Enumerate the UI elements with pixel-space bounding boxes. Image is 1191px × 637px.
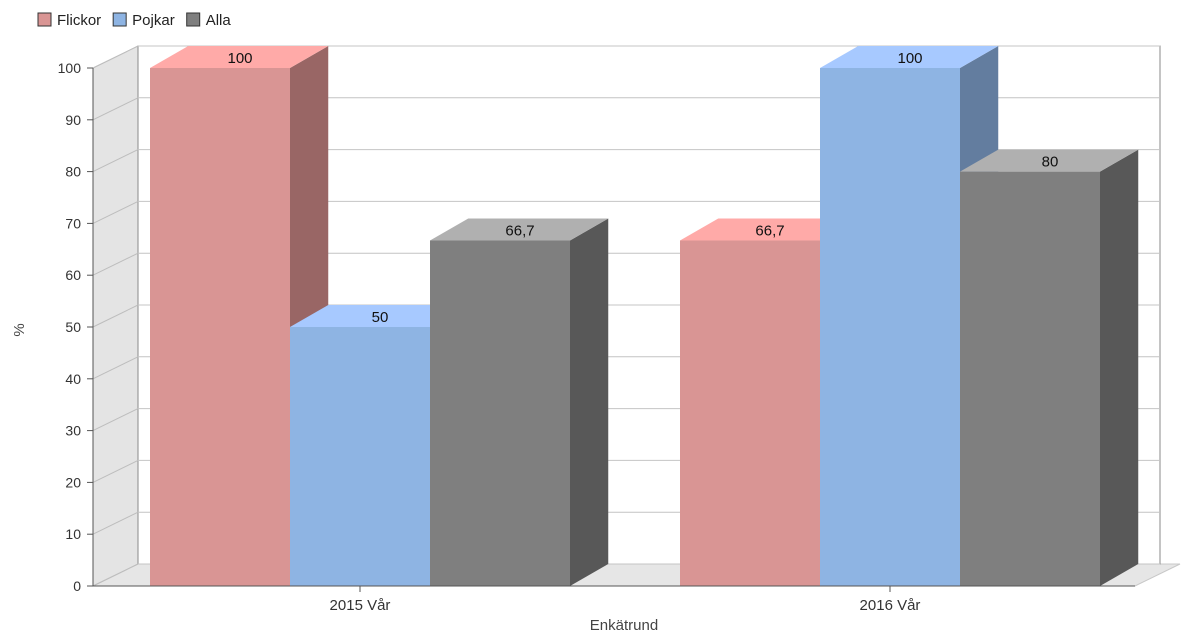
grid-line-diagonal — [92, 200, 139, 224]
grid-line-diagonal — [92, 304, 139, 328]
bar-top — [430, 218, 609, 241]
y-tick-label: 0 — [73, 578, 81, 594]
y-tick-label: 40 — [65, 371, 81, 387]
y-tick-label: 80 — [65, 164, 81, 180]
y-tick-label: 60 — [65, 267, 81, 283]
bar-alla — [960, 171, 1100, 586]
data-label: 66,7 — [755, 222, 784, 239]
data-label: 66,7 — [505, 222, 534, 239]
legend: Flickor Pojkar Alla — [37, 12, 232, 29]
grid-line-diagonal — [92, 356, 139, 380]
legend-swatch — [37, 12, 52, 27]
grid-line-diagonal — [92, 252, 139, 276]
y-tick-label: 50 — [65, 319, 81, 335]
legend-item: Alla — [186, 12, 232, 29]
y-tick-label: 20 — [65, 474, 81, 490]
data-label: 50 — [372, 309, 389, 326]
y-axis-title: % — [11, 323, 28, 336]
grid-line-diagonal — [92, 563, 139, 587]
y-axis: 0 10 20 30 40 50 60 70 80 90 100 — [58, 60, 94, 594]
bar-group: 66,7 — [430, 218, 609, 586]
grid-line-diagonal — [92, 97, 139, 121]
grid-line-diagonal — [92, 45, 139, 69]
bar-pojkar — [820, 68, 960, 586]
y-tick-label: 90 — [65, 112, 81, 128]
bar-top — [290, 305, 469, 327]
y-tick-label: 10 — [65, 526, 81, 542]
legend-item: Flickor — [37, 12, 101, 29]
legend-label: Flickor — [57, 12, 101, 29]
x-tick-label: 2015 Vår — [330, 597, 391, 614]
bar-top — [680, 218, 859, 241]
bar-side — [570, 218, 609, 586]
grid-line-diagonal — [92, 459, 139, 483]
y-tick-label: 100 — [58, 60, 82, 76]
data-label: 80 — [1042, 154, 1059, 171]
legend-label: Pojkar — [132, 12, 175, 29]
bar-pojkar — [290, 327, 430, 586]
data-label: 100 — [227, 50, 252, 67]
grid-line-diagonal — [92, 408, 139, 432]
bar-alla — [430, 240, 570, 586]
x-axis-title: Enkätrund — [590, 617, 658, 632]
y-tick-label: 30 — [65, 423, 81, 439]
legend-swatch — [112, 12, 127, 27]
bar-group: 80 — [960, 149, 1139, 586]
x-tick-label: 2016 Vår — [860, 597, 921, 614]
bar-top — [960, 149, 1139, 172]
legend-item: Pojkar — [112, 12, 175, 29]
data-label: 100 — [897, 50, 922, 67]
legend-label: Alla — [206, 12, 232, 29]
bars: 100 50 66,7 66,7 100 80 — [150, 46, 1139, 586]
bar-side — [1100, 149, 1139, 586]
grid-line-diagonal — [92, 149, 139, 173]
grid-line-diagonal — [92, 511, 139, 535]
legend-swatch — [186, 12, 201, 27]
bar-flickor — [680, 240, 820, 586]
bar-flickor — [150, 68, 290, 586]
y-tick-label: 70 — [65, 215, 81, 231]
x-axis: 2015 Vår 2016 Vår — [93, 585, 1135, 614]
bar-top — [150, 46, 329, 68]
bar-top — [820, 46, 999, 68]
